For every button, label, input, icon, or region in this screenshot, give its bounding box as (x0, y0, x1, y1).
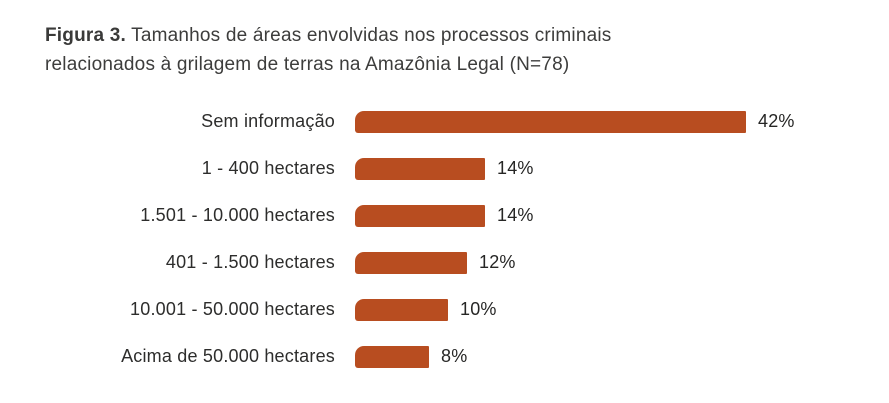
chart-row: Acima de 50.000 hectares 8% (0, 333, 889, 380)
bar (355, 298, 448, 321)
figure-title: Figura 3. Tamanhos de áreas envolvidas n… (45, 21, 889, 79)
bar-chart: Sem informação 42% 1 - 400 hectares 14% … (0, 98, 889, 380)
value-label: 14% (497, 205, 534, 225)
bar (355, 157, 485, 180)
bar (355, 110, 746, 133)
figure-title-line1: Tamanhos de áreas envolvidas nos process… (131, 25, 612, 46)
chart-row: 1 - 400 hectares 14% (0, 145, 889, 192)
chart-row: Sem informação 42% (0, 98, 889, 145)
chart-row: 401 - 1.500 hectares 12% (0, 239, 889, 286)
value-label: 10% (460, 299, 497, 319)
bar (355, 251, 467, 274)
chart-row: 1.501 - 10.000 hectares 14% (0, 192, 889, 239)
category-label: 10.001 - 50.000 hectares (130, 299, 335, 319)
value-label: 12% (479, 252, 516, 272)
category-label: 1 - 400 hectares (201, 158, 335, 178)
category-label: 1.501 - 10.000 hectares (140, 205, 335, 225)
value-label: 42% (758, 111, 795, 131)
figure-title-line2: relacionados à grilagem de terras na Ama… (45, 54, 570, 75)
bar (355, 204, 485, 227)
category-label: 401 - 1.500 hectares (165, 252, 335, 272)
bar (355, 345, 429, 368)
figure-number-label: Figura 3. (45, 25, 126, 46)
category-label: Acima de 50.000 hectares (121, 346, 335, 366)
value-label: 8% (441, 346, 468, 366)
chart-row: 10.001 - 50.000 hectares 10% (0, 286, 889, 333)
value-label: 14% (497, 158, 534, 178)
category-label: Sem informação (201, 111, 335, 131)
